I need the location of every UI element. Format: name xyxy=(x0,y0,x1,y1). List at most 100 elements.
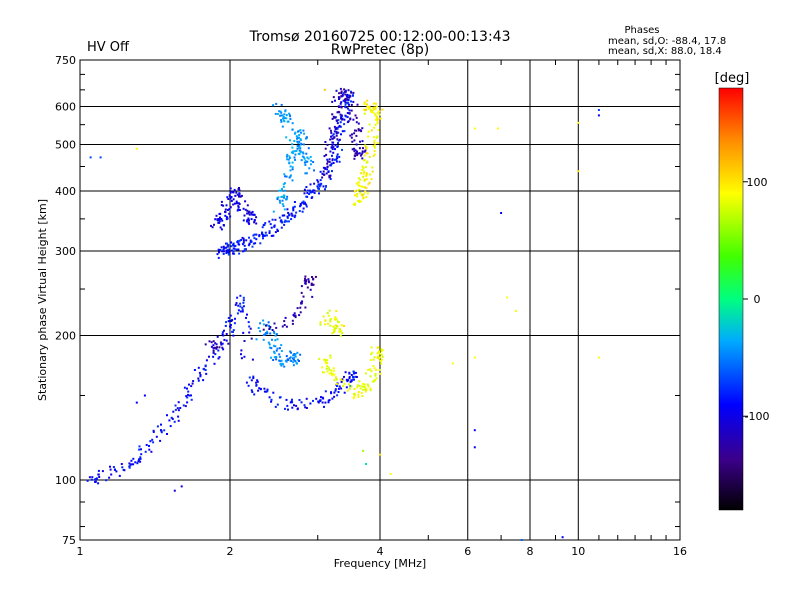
data-point xyxy=(252,242,255,245)
data-point xyxy=(361,385,364,388)
data-point xyxy=(160,423,162,426)
data-point xyxy=(274,231,277,234)
data-point xyxy=(355,129,358,132)
data-point xyxy=(367,130,370,133)
data-point xyxy=(280,350,283,352)
data-point xyxy=(283,324,286,326)
data-point xyxy=(355,376,358,378)
data-point xyxy=(316,179,319,182)
data-point xyxy=(310,159,313,162)
data-point xyxy=(324,360,327,363)
data-point xyxy=(307,157,310,160)
data-point xyxy=(324,319,327,322)
data-point xyxy=(297,144,300,147)
data-point xyxy=(230,241,233,244)
data-point xyxy=(293,353,296,356)
data-point xyxy=(208,355,210,358)
data-point xyxy=(295,211,298,214)
data-point xyxy=(323,405,325,408)
data-point xyxy=(331,397,334,400)
data-point xyxy=(274,405,277,408)
data-point xyxy=(266,332,269,335)
data-point xyxy=(243,214,246,217)
data-point xyxy=(342,385,345,387)
data-point xyxy=(361,151,364,154)
data-point xyxy=(324,141,327,143)
data-point xyxy=(293,156,296,159)
data-point xyxy=(99,156,102,159)
data-point xyxy=(353,372,355,375)
data-point xyxy=(285,355,288,358)
data-point xyxy=(331,134,334,137)
data-point xyxy=(139,457,142,460)
data-point xyxy=(235,191,238,194)
data-point xyxy=(271,329,274,331)
data-point xyxy=(359,140,361,143)
data-point xyxy=(307,147,310,150)
data-point xyxy=(139,460,142,463)
data-point xyxy=(336,153,339,156)
data-point xyxy=(337,131,340,134)
data-point xyxy=(283,116,285,119)
data-point xyxy=(288,357,291,360)
data-point xyxy=(216,346,218,349)
data-point xyxy=(357,181,360,184)
data-point xyxy=(286,153,289,156)
data-point xyxy=(293,354,296,357)
data-point xyxy=(276,198,279,200)
data-point xyxy=(327,366,330,369)
data-point xyxy=(151,438,154,441)
data-point xyxy=(268,232,271,234)
data-point xyxy=(229,197,232,200)
data-point xyxy=(245,316,247,319)
data-point xyxy=(268,396,271,399)
data-point xyxy=(273,344,275,347)
data-point xyxy=(325,367,328,370)
data-point xyxy=(176,407,179,410)
data-point xyxy=(210,345,213,348)
data-point xyxy=(332,151,335,154)
data-point xyxy=(229,206,232,209)
data-point xyxy=(276,230,279,232)
data-point xyxy=(335,134,338,137)
data-point xyxy=(269,326,272,328)
data-point xyxy=(230,190,233,193)
data-point xyxy=(264,234,267,237)
data-point xyxy=(319,170,322,173)
data-point xyxy=(310,163,312,166)
data-point xyxy=(352,203,355,206)
data-point xyxy=(366,105,369,108)
data-point xyxy=(365,172,368,175)
data-point xyxy=(497,127,499,130)
data-point xyxy=(293,140,296,142)
x-axis-ticks: 1 2 4 6 8 10 16 xyxy=(77,545,688,558)
data-point xyxy=(342,379,345,382)
data-point xyxy=(334,144,337,147)
data-point xyxy=(293,216,296,219)
data-point xyxy=(280,189,283,192)
x-tick-label: 1 xyxy=(77,545,84,558)
data-point xyxy=(305,186,308,188)
data-point xyxy=(359,191,362,194)
data-point xyxy=(336,146,339,148)
data-point xyxy=(374,108,377,111)
data-point xyxy=(232,250,235,253)
data-point xyxy=(283,208,286,211)
data-point xyxy=(298,134,301,136)
data-point xyxy=(252,213,255,216)
data-point xyxy=(347,107,349,110)
data-point xyxy=(290,400,293,403)
data-point xyxy=(358,380,361,383)
data-point xyxy=(243,248,246,251)
data-point xyxy=(372,358,375,361)
data-point xyxy=(291,179,294,182)
data-point xyxy=(238,187,240,189)
data-point xyxy=(305,152,308,155)
data-point xyxy=(225,216,228,219)
data-point xyxy=(246,209,249,212)
data-point xyxy=(354,194,356,197)
data-point xyxy=(291,122,294,125)
data-point xyxy=(330,135,332,138)
data-point xyxy=(273,332,276,334)
data-point xyxy=(238,192,241,195)
